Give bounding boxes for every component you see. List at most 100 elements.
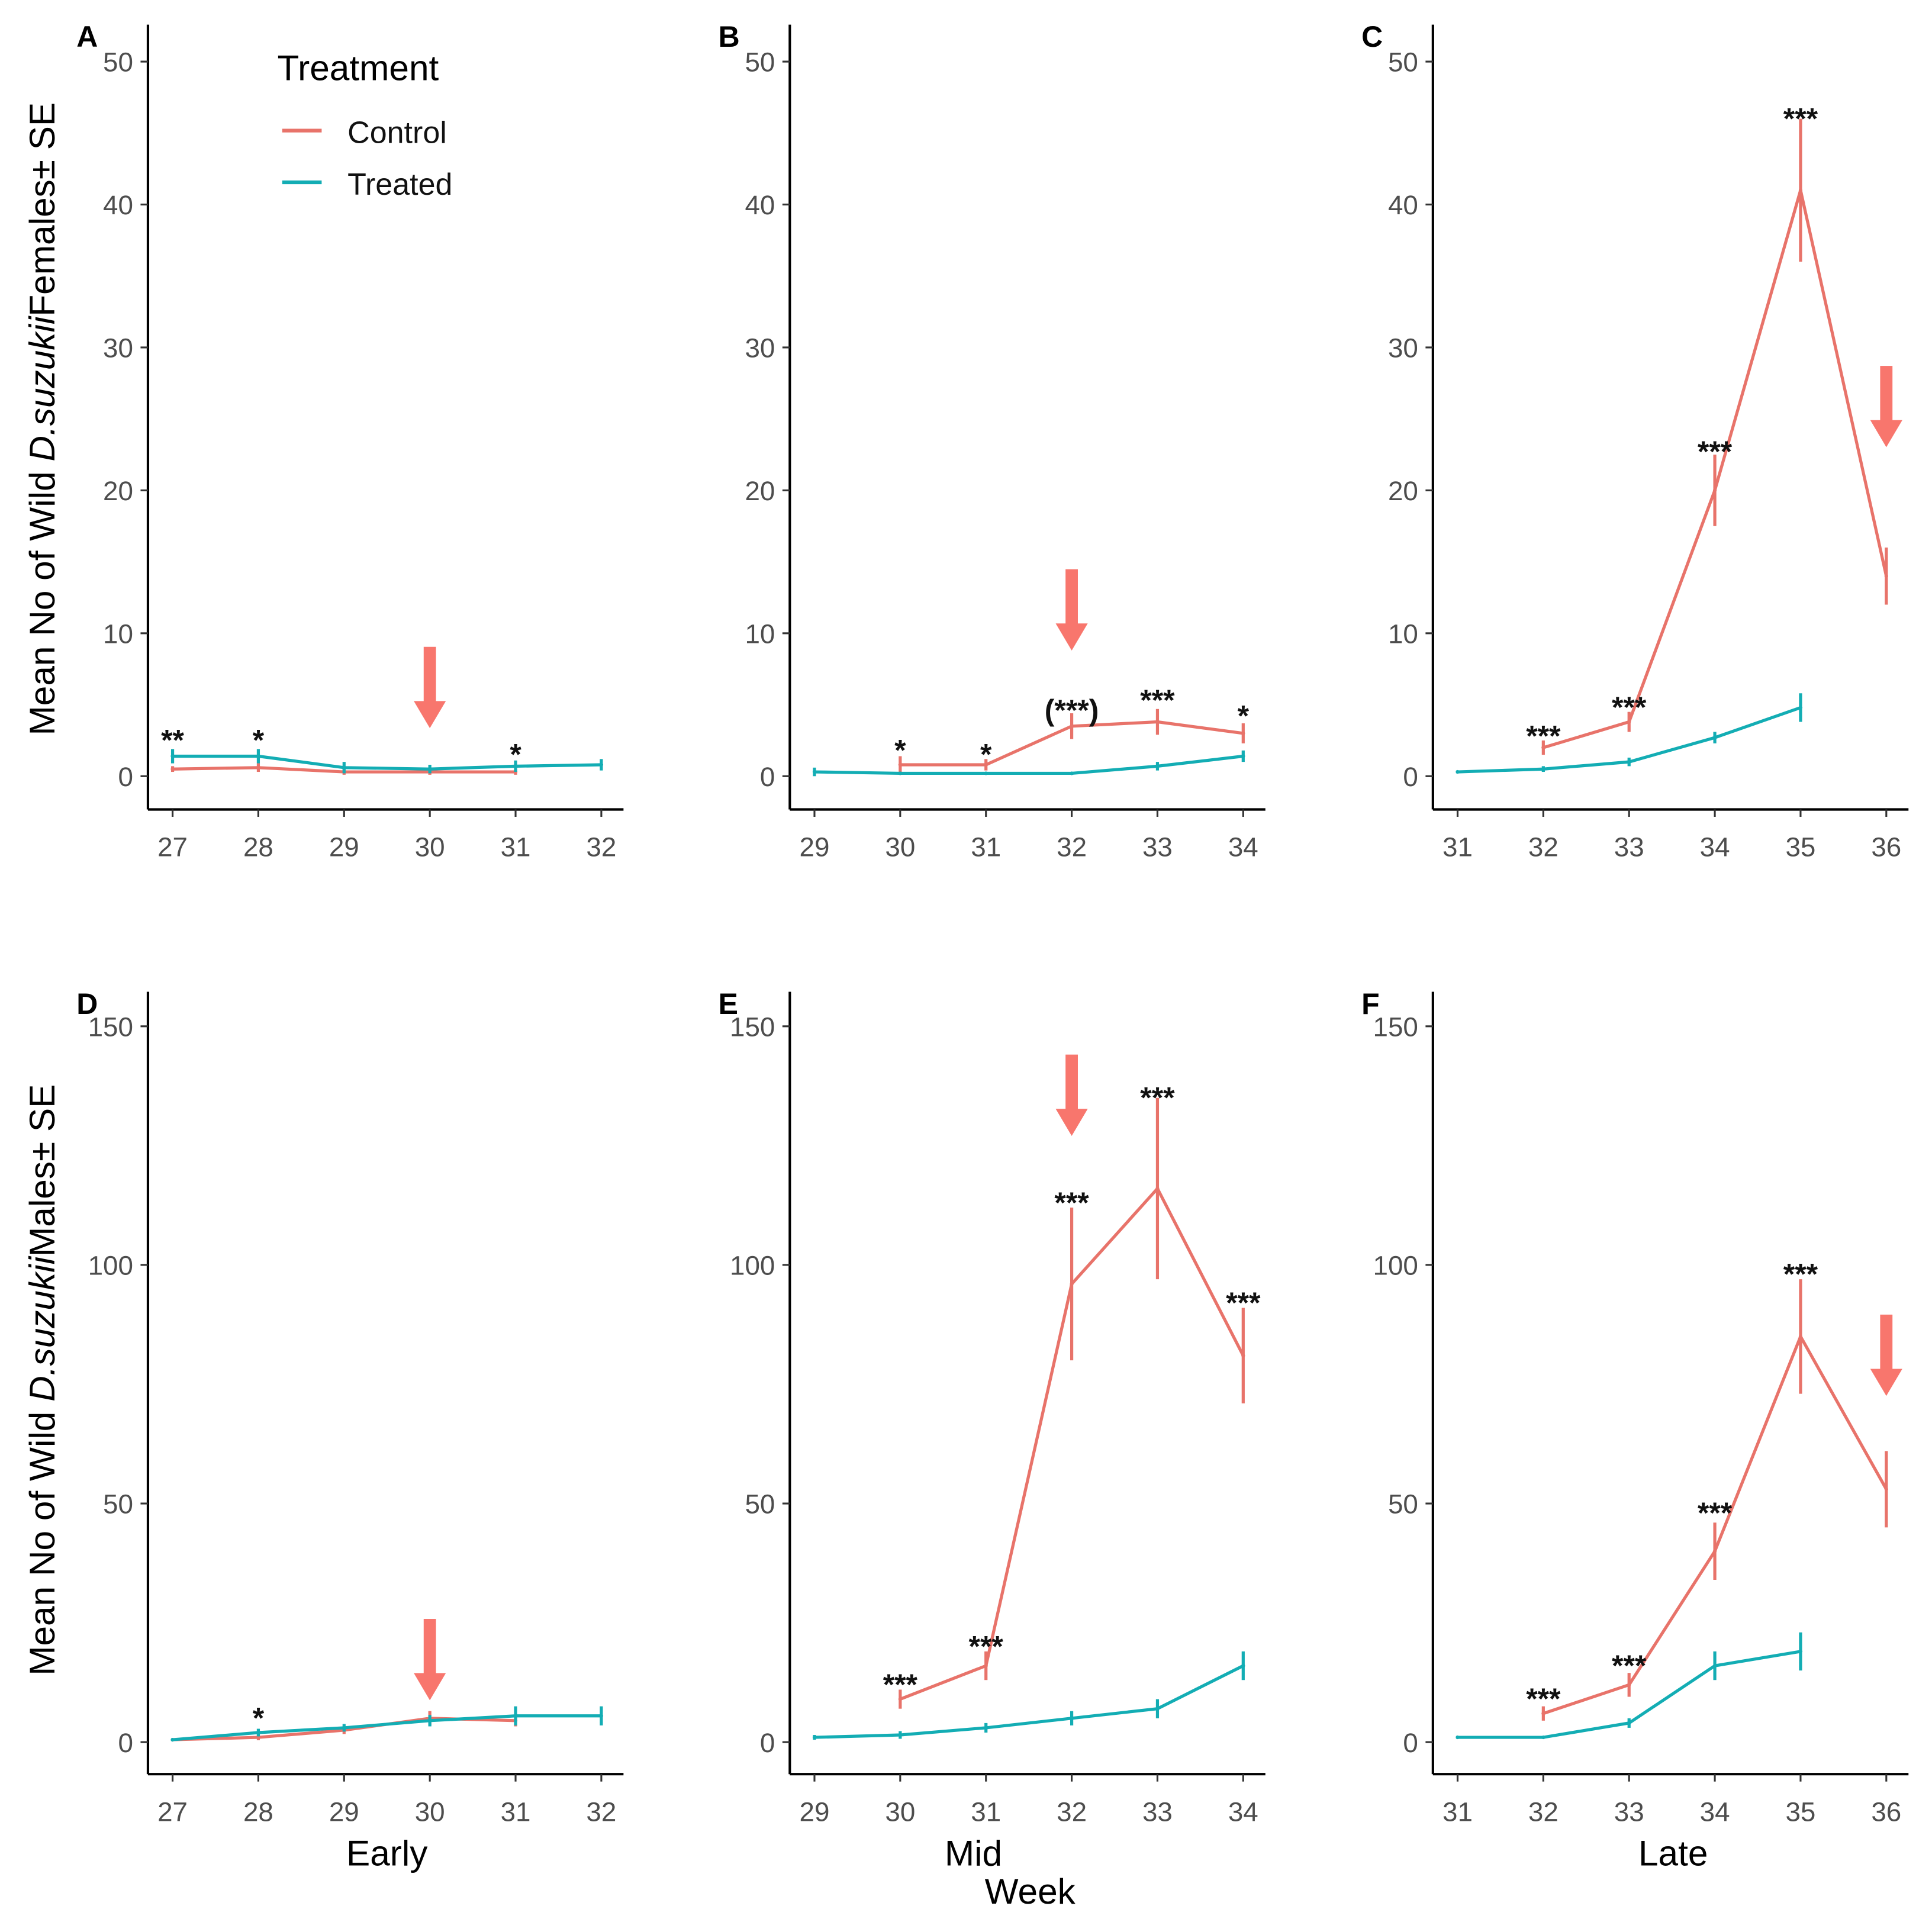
y-tick-label: 10 [745,619,775,649]
significance-label: * [980,738,992,771]
significance-label: * [510,738,521,771]
x-tick-label: 34 [1700,832,1730,862]
x-tick-label: 33 [1142,832,1173,862]
x-tick-label: 31 [1442,832,1473,862]
x-label-week: Week [985,1871,1076,1911]
control-point [898,1697,902,1701]
y-tick-label: 150 [730,1012,775,1042]
x-tick-label: 34 [1700,1797,1730,1827]
x-tick-label: 35 [1785,1797,1815,1827]
x-tick-label: 27 [157,1797,188,1827]
legend-title: Treatment [277,47,439,88]
control-point [984,1664,988,1668]
treated-point [170,754,175,758]
y-tick-label: 40 [103,190,133,220]
control-point [1884,1487,1888,1491]
y-label-males-pre: Mean No of Wild [22,1402,62,1676]
treated-point [1456,770,1460,774]
treated-point [1541,1735,1545,1740]
x-tick-label: 29 [329,1797,359,1827]
panel-letter: E [719,987,738,1020]
arrow-down-icon [1870,366,1902,447]
y-label-females-species: D.suzukii [22,315,62,461]
treated-point [513,764,518,768]
y-tick-label: 20 [103,476,133,506]
control-point [1541,745,1545,750]
significance-label: *** [1526,719,1561,752]
y-tick-label: 100 [730,1251,775,1281]
control-point [256,1735,260,1740]
x-tick-label: 32 [1528,1797,1559,1827]
control-point [1155,1186,1160,1191]
x-tick-label: 32 [1528,832,1559,862]
x-tick-label: 32 [1057,1797,1087,1827]
control-point [256,765,260,770]
significance-label: * [253,1701,265,1734]
x-tick-label: 32 [586,1797,616,1827]
x-tick-label: 27 [157,832,188,862]
control-point [1884,574,1888,578]
arrow-down-icon [414,1618,446,1701]
panel-d: D 0 50 100 150 27 28 29 30 31 32 * [76,987,624,1827]
treated-point [1712,1664,1717,1668]
y-tick-label: 10 [1388,619,1418,649]
panel-letter: A [76,20,98,53]
x-tick-label: 35 [1785,832,1815,862]
significance-label: * [1238,700,1250,733]
y-tick-label: 30 [1388,333,1418,363]
y-label-females-post: Females± SE [22,102,62,317]
x-tick-label: 31 [501,832,531,862]
control-point [1070,724,1074,728]
x-tick-label: 31 [1442,1797,1473,1827]
control-point [170,767,175,771]
x-tick-label: 30 [885,1797,915,1827]
y-tick-label: 0 [760,762,775,792]
treated-point [898,771,902,775]
y-label-females-pre: Mean No of Wild [22,462,62,736]
x-tick-label: 36 [1871,1797,1901,1827]
y-tick-label: 20 [745,476,775,506]
treated-point [1541,767,1545,771]
y-tick-label: 0 [760,1728,775,1758]
x-tick-label: 30 [415,1797,445,1827]
x-tick-label: 31 [971,1797,1001,1827]
y-tick-label: 40 [1388,190,1418,220]
y-tick-label: 40 [745,190,775,220]
treated-point [812,770,817,774]
significance-label: *** [1612,1649,1647,1682]
y-label-males-post: Males± SE [22,1084,62,1257]
treated-point [1070,1716,1074,1720]
treated-point [599,1714,604,1718]
y-tick-label: 50 [103,1489,133,1519]
y-tick-label: 50 [745,47,775,78]
control-point [1155,720,1160,724]
y-label-females: Mean No of Wild D.suzukiiFemales± SE [22,102,62,736]
x-tick-label: 29 [800,832,830,862]
panel-letter: B [719,20,740,53]
treated-point [1798,706,1803,710]
x-tick-label: 32 [1057,832,1087,862]
control-point [1798,1334,1803,1338]
arrow-down-icon [1870,1314,1902,1396]
y-tick-label: 50 [103,47,133,78]
x-tick-label: 28 [243,1797,273,1827]
y-tick-label: 0 [118,762,133,792]
y-tick-label: 20 [1388,476,1418,506]
treated-point [1241,754,1245,758]
y-label-males-species: D.suzukii [22,1255,62,1401]
treated-line [814,1664,1244,1739]
treated-point [599,762,604,767]
treated-point [170,1737,175,1742]
significance-label: *** [1698,435,1733,468]
x-tick-label: 33 [1614,1797,1644,1827]
control-point [898,762,902,767]
treated-point [984,771,988,775]
treated-point [513,1714,518,1718]
significance-label: *** [1226,1286,1261,1319]
x-tick-label: 34 [1228,1797,1258,1827]
x-tick-label: 31 [971,832,1001,862]
legend: Treatment Control Treated [277,47,452,202]
treated-line [172,1714,601,1741]
treated-point [256,1730,260,1735]
